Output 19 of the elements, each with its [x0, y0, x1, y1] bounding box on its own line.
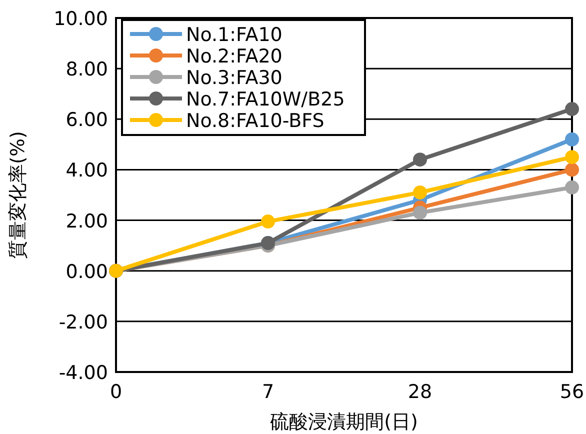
y-axis-title: 質量変化率(%) — [7, 131, 29, 259]
legend-label: No.2:FA20 — [186, 46, 282, 68]
legend-label: No.8:FA10-BFS — [186, 110, 324, 132]
legend-label: No.7:FA10W/B25 — [186, 88, 345, 110]
y-tick-label: -4.00 — [58, 362, 108, 384]
y-tick-label: -2.00 — [58, 311, 108, 334]
x-tick-label: 0 — [110, 381, 122, 403]
x-tick-label: 28 — [408, 381, 432, 403]
x-tick-label: 7 — [262, 381, 274, 403]
y-tick-label: 8.00 — [66, 58, 108, 81]
x-tick-label: 56 — [560, 381, 584, 403]
y-tick-label: 10.00 — [54, 8, 108, 30]
y-tick-label: 0.00 — [66, 260, 108, 283]
legend-label: No.3:FA30 — [186, 67, 282, 89]
legend-label: No.1:FA10 — [186, 24, 282, 46]
y-tick-label: 6.00 — [66, 109, 108, 132]
y-tick-label: 2.00 — [66, 210, 108, 232]
y-tick-label: 4.00 — [66, 160, 108, 182]
x-axis-title: 硫酸浸漬期間(日) — [270, 411, 418, 433]
